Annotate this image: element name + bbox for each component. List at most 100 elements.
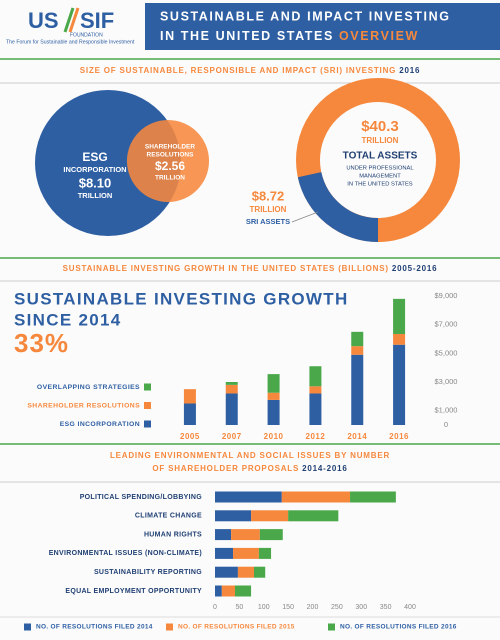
legend-label: SHAREHOLDER RESOLUTIONS [27, 402, 140, 409]
legend-label: NO. OF RESOLUTIONS FILED 2016 [340, 624, 457, 631]
bar-segment [281, 491, 351, 503]
bar-segment [183, 389, 196, 404]
heading-text: SIZE OF SUSTAINABLE, RESPONSIBLE AND IMP… [80, 66, 396, 75]
venn-shareholder [126, 119, 210, 203]
y-tick-label: SUSTAINABILITY REPORTING [94, 569, 202, 576]
headline: SINCE 2014 [14, 310, 122, 329]
x-tick-label: 200 [307, 604, 319, 611]
donut-total-label: TOTAL ASSETS [343, 151, 418, 162]
donut-desc: IN THE UNITED STATES [347, 182, 413, 188]
bar-segment [183, 403, 196, 425]
x-tick-label: 100 [258, 604, 270, 611]
donut-total-value: $40.3 [361, 118, 399, 135]
venn [35, 90, 210, 236]
bar-segment [215, 585, 222, 597]
headline-value: 33% [14, 328, 69, 358]
venn-esg [35, 90, 181, 236]
leader-line [291, 211, 319, 223]
venn-label: RESOLUTIONS [147, 152, 195, 159]
logo-tagline: The Forum for Sustainable and Responsibl… [6, 39, 135, 45]
sri-unit: TRILLION [250, 205, 287, 214]
section-heading: LEADING ENVIRONMENTAL AND SOCIAL ISSUES … [110, 451, 390, 460]
legend-swatch [328, 623, 335, 631]
x-tick-label: 2010 [264, 432, 284, 441]
venn-value: $8.10 [79, 175, 112, 190]
title-highlight: OVERVIEW [339, 29, 419, 43]
venn-labels: ESG INCORPORATION $8.10 TRILLION SHAREHO… [63, 144, 195, 200]
legend-swatch [144, 420, 151, 428]
bar-segment [251, 510, 289, 522]
heading-text: OF SHAREHOLDER PROPOSALS [152, 464, 299, 473]
x-tick-label: 2016 [389, 432, 409, 441]
bar-segment [225, 393, 238, 425]
bar-segment [393, 344, 406, 425]
bar-segment [393, 298, 406, 334]
headline: SUSTAINABLE INVESTING GROWTH [14, 289, 349, 308]
x-tick-label: 2005 [180, 432, 200, 441]
bar-segment [259, 529, 283, 541]
sri-value: $8.72 [252, 188, 285, 203]
donut-total-unit: TRILLION [362, 136, 399, 145]
legend-label: ESG INCORPORATION [60, 421, 140, 428]
legend-swatch [166, 623, 173, 631]
y-tick-label: ENVIRONMENTAL ISSUES (NON-CLIMATE) [49, 550, 202, 557]
section-heading: SIZE OF SUSTAINABLE, RESPONSIBLE AND IMP… [80, 66, 420, 75]
legend-label: NO. OF RESOLUTIONS FILED 2015 [178, 624, 295, 631]
donut-desc: UNDER PROFESSIONAL [346, 166, 414, 172]
bar-segment [351, 331, 364, 347]
venn-unit: TRILLION [155, 175, 185, 182]
title: SUSTAINABLE AND IMPACT INVESTING [160, 9, 451, 23]
donut-desc: MANAGEMENT [359, 174, 401, 180]
bar-segment [267, 399, 280, 425]
y-tick-label: $1,000 [435, 406, 458, 415]
venn-label: ESG [82, 150, 107, 164]
bar-segment [233, 547, 259, 559]
y-tick-label: $3,000 [435, 377, 458, 386]
bar-segment [258, 547, 272, 559]
bar-segment [309, 366, 322, 387]
logo-slash [63, 7, 75, 33]
donut [296, 78, 460, 242]
bar-segment [267, 374, 280, 393]
bar-segment [231, 529, 260, 541]
y-tick-label: EQUAL EMPLOYMENT OPPORTUNITY [65, 588, 202, 595]
x-tick-label: 400 [404, 604, 416, 611]
heading-year: 2005-2016 [392, 264, 437, 273]
bar-segment [351, 346, 364, 355]
x-tick-label: 2007 [222, 432, 242, 441]
x-tick-label: 50 [235, 604, 243, 611]
section-heading: OF SHAREHOLDER PROPOSALS 2014-2016 [152, 464, 347, 473]
heading-year: 2016 [399, 66, 420, 75]
venn-value: $2.56 [155, 159, 185, 173]
x-tick-label: 250 [331, 604, 343, 611]
bar-segment [267, 392, 280, 400]
x-tick-label: 300 [355, 604, 367, 611]
bar-segment [234, 585, 252, 597]
bar-segment [393, 333, 406, 345]
bar-segment [225, 384, 238, 394]
heading-text: SUSTAINABLE INVESTING GROWTH IN THE UNIT… [63, 264, 389, 273]
legend-swatch [24, 623, 31, 631]
x-tick-label: 2012 [306, 432, 326, 441]
legend-label: NO. OF RESOLUTIONS FILED 2014 [36, 624, 153, 631]
bar-segment [254, 566, 266, 578]
bar-segment [288, 510, 339, 522]
title-line: IN THE UNITED STATES [160, 29, 334, 43]
bar-segment [237, 566, 254, 578]
y-tick-label: 0 [444, 420, 448, 429]
logo-sif: SIF [80, 8, 114, 33]
donut-sri [297, 171, 379, 242]
y-tick-label: POLITICAL SPENDING/LOBBYING [80, 494, 203, 501]
y-tick-label: $9,000 [435, 291, 458, 300]
x-tick-label: 0 [213, 604, 217, 611]
logo-us: US [28, 8, 59, 33]
bar-segment [215, 510, 252, 522]
heading-year: 2014-2016 [302, 464, 347, 473]
logo-slash [68, 7, 80, 33]
y-tick-label: CLIMATE CHANGE [135, 513, 202, 520]
venn-unit: TRILLION [78, 191, 113, 200]
title-bar [145, 3, 500, 50]
bar-segment [309, 393, 322, 425]
logo-foundation: FOUNDATION [70, 32, 103, 38]
